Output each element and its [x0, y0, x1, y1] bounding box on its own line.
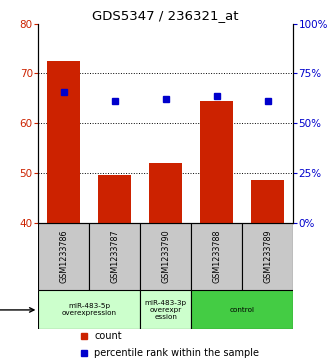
- Bar: [98, 175, 131, 223]
- Text: protocol: protocol: [0, 305, 34, 315]
- Bar: [242, 223, 293, 290]
- Bar: [140, 290, 191, 330]
- Bar: [191, 290, 293, 330]
- Text: GSM1233786: GSM1233786: [59, 230, 68, 284]
- Bar: [89, 223, 140, 290]
- Bar: [149, 163, 182, 223]
- Bar: [200, 101, 233, 223]
- Bar: [140, 223, 191, 290]
- Text: count: count: [94, 331, 122, 341]
- Text: control: control: [229, 307, 255, 313]
- Text: GSM1233788: GSM1233788: [212, 230, 221, 284]
- Bar: [251, 180, 284, 223]
- Text: GSM1233790: GSM1233790: [161, 230, 170, 284]
- Text: miR-483-3p
overexpr
ession: miR-483-3p overexpr ession: [145, 300, 187, 320]
- Bar: [191, 223, 242, 290]
- Text: miR-483-5p
overexpression: miR-483-5p overexpression: [62, 303, 117, 317]
- Bar: [38, 290, 140, 330]
- Text: percentile rank within the sample: percentile rank within the sample: [94, 348, 259, 358]
- Title: GDS5347 / 236321_at: GDS5347 / 236321_at: [93, 9, 239, 23]
- Text: GSM1233789: GSM1233789: [263, 230, 272, 284]
- Text: GSM1233787: GSM1233787: [110, 230, 119, 284]
- Bar: [47, 61, 80, 223]
- Bar: [38, 223, 89, 290]
